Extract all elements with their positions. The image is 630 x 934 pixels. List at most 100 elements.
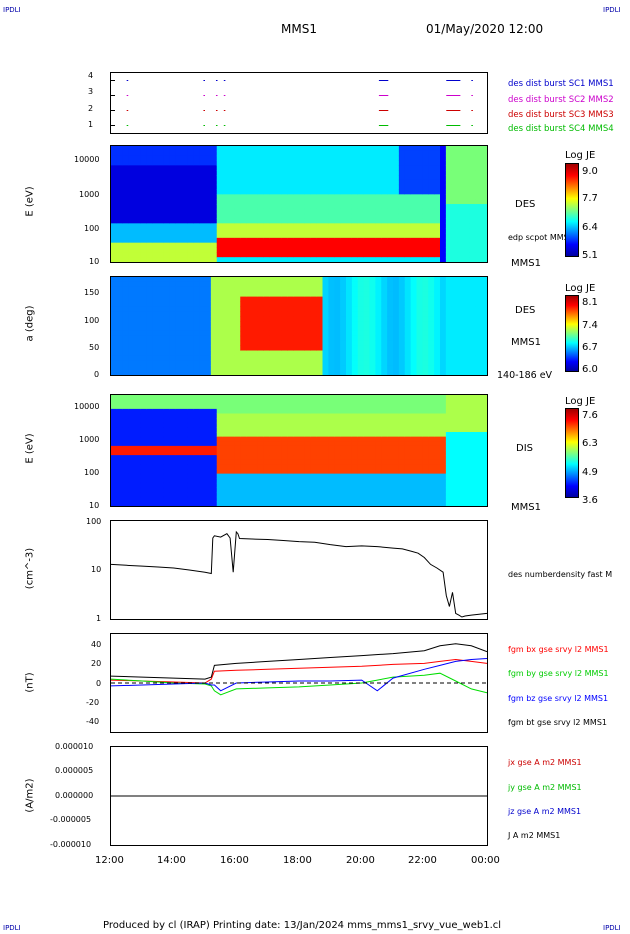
spec1-cell [234,170,241,176]
spec3-cell [316,427,324,433]
spec2-cell [222,345,230,351]
spec3-cell [445,501,453,506]
spec1-cell [434,223,441,229]
spec2-cell [393,321,400,327]
spec2-cell [469,330,476,337]
spec1-cell [287,228,294,234]
spec2-cell [328,350,335,356]
spec1-cell [252,146,259,152]
spec2-cell [387,350,394,356]
spec2-cell [240,370,247,375]
spec1-cell [234,199,241,205]
spec3-cell [128,492,136,498]
spec2-cell [334,296,341,302]
spec3-cell [475,408,482,415]
spec2-cell [428,277,435,283]
spec2-cell [434,345,441,351]
spec1-cell [416,242,423,248]
spec3-cell [428,436,435,442]
spec3-cell [451,501,459,506]
spec3-cell [275,399,282,405]
spec3-cell [369,404,376,410]
spec1-cell [434,155,441,161]
spec2-cell [163,306,171,312]
spec3-cell [316,445,324,452]
spec3-cell [440,432,447,438]
spec3-cell [357,464,365,470]
spec1-cell [428,247,435,253]
spec1-cell [128,170,136,176]
spec2-cell [181,286,188,293]
spec3-cell [246,469,253,475]
spec3-cell [322,445,329,452]
spec3-cell [128,418,136,424]
spec3-cell [434,418,441,424]
mag-ytick-m40: -40 [86,717,100,726]
spec1-cell [475,257,482,262]
spec1-cell [222,257,230,262]
spec1-cell [322,204,329,210]
spec3-cell [434,455,441,461]
spacecraft-title: MMS1 [281,22,317,36]
spec2-cell [152,291,159,298]
spec3-cell [410,464,418,470]
spec1-cell [128,194,136,200]
spec1-cell [463,175,470,181]
spec2-cell [451,345,459,351]
spec3-cell [451,487,459,493]
spec3-cell [304,478,312,484]
spec3-cell [457,441,465,447]
spec3-cell [210,459,218,465]
spec2-cell [222,277,230,283]
spec2-cell [234,330,241,337]
spec3-cell [434,408,441,415]
spec3-cell [122,445,130,452]
spec2-cell [269,370,277,375]
spec1-cell [340,257,347,262]
spec3-cell [463,455,470,461]
spec1-cell [334,199,341,205]
spec1-cell [434,257,441,262]
spec2-cell [193,326,200,332]
spec3-cell [158,395,165,401]
spec1-cell [228,146,235,152]
spec1-cell [328,257,335,262]
spec1-cell [293,179,300,186]
spec3-cell [299,395,306,401]
spec3-cell [481,422,487,428]
spec2-cell [416,330,423,337]
spec3-cell [340,459,347,465]
spec2-cell [193,335,200,342]
spec1-cell [199,189,206,195]
spec2-cell [340,296,347,302]
spec3-cell [375,464,382,470]
spec2-cell [381,330,388,337]
spec3-cell [304,459,312,465]
spec1-cell [340,150,347,157]
spec1-cell [257,194,265,200]
spec3-cell [369,432,376,438]
spec3-cell [398,478,406,484]
spec1-cell [152,155,159,161]
spec1-cell [205,160,212,166]
spec3-cell [269,408,277,415]
spec2-cell [363,306,371,312]
spec3-cell [381,501,388,506]
spec3-cell [152,413,159,419]
spec3-cell [304,473,312,479]
spec2-cell [122,306,130,312]
spec2-cell [293,345,300,351]
spec1-cell [434,184,441,190]
spec3-cell [216,413,224,419]
spec1-cell [122,247,130,253]
spec3-cell [175,492,183,498]
spec2-cell [263,281,271,288]
spec1-cell [228,179,235,186]
spec1-cell [416,223,423,229]
spec1-cell [363,252,371,258]
spec1-cell [457,257,465,262]
spec1-cell [169,228,177,234]
spec3-cell [346,450,353,456]
spec2-cell [216,326,224,332]
spec3-cell [287,473,294,479]
